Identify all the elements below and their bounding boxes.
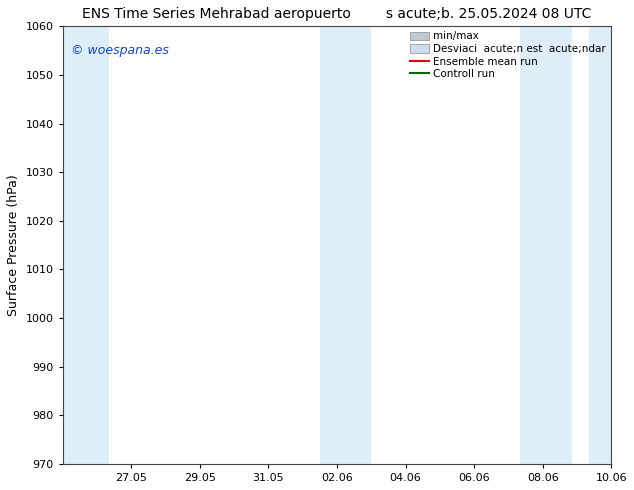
Bar [63, 26, 109, 464]
Bar [320, 26, 372, 464]
Y-axis label: Surface Pressure (hPa): Surface Pressure (hPa) [7, 174, 20, 316]
Text: © woespana.es: © woespana.es [71, 44, 169, 57]
Title: ENS Time Series Mehrabad aeropuerto        s acute;b. 25.05.2024 08 UTC: ENS Time Series Mehrabad aeropuerto s ac… [82, 7, 592, 21]
Legend: min/max, Desviaci  acute;n est  acute;ndar, Ensemble mean run, Controll run: min/max, Desviaci acute;n est acute;ndar… [407, 28, 609, 82]
Bar [589, 26, 611, 464]
Bar [521, 26, 572, 464]
